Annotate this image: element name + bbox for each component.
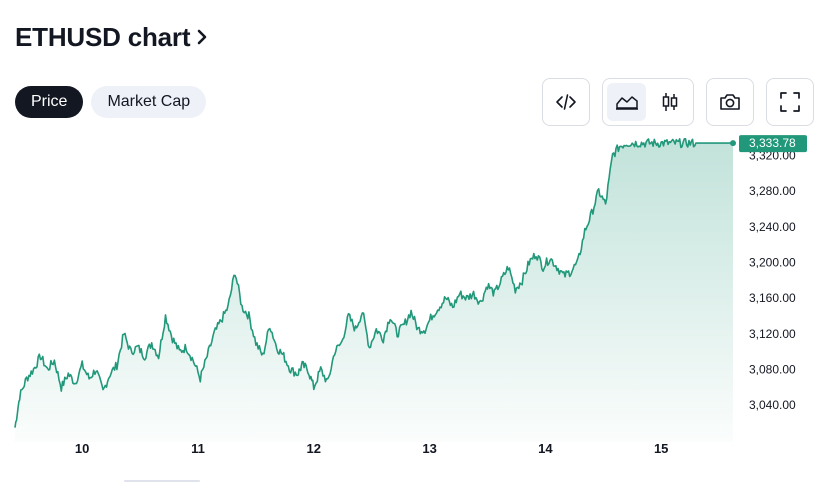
tab-market-cap[interactable]: Market Cap — [91, 86, 207, 118]
time-range-scroll-hint[interactable] — [124, 480, 200, 482]
snapshot-button[interactable] — [706, 78, 754, 126]
line-chart-button[interactable] — [607, 83, 646, 121]
fullscreen-icon — [780, 92, 800, 112]
chevron-right-icon — [197, 29, 207, 45]
y-tick-label: 3,200.00 — [749, 255, 796, 269]
y-tick-label: 3,120.00 — [749, 327, 796, 341]
fullscreen-button[interactable] — [766, 78, 814, 126]
page-title: ETHUSD chart — [15, 21, 191, 52]
y-tick-label: 3,080.00 — [749, 363, 796, 377]
last-price-label: 3,333.78 — [749, 136, 796, 150]
candlestick-chart-button[interactable] — [650, 83, 689, 121]
price-area-fill — [15, 138, 733, 443]
price-chart[interactable]: 3,040.00 3,080.00 3,120.00 3,160.00 3,200.00… — [0, 130, 828, 460]
x-tick-label: 13 — [422, 441, 436, 456]
y-tick-label: 3,040.00 — [749, 398, 796, 412]
y-tick-label: 3,280.00 — [749, 184, 796, 198]
chart-style-toggle — [602, 78, 694, 126]
tab-price[interactable]: Price — [15, 86, 84, 118]
chart-title-link[interactable]: ETHUSD chart — [15, 20, 208, 54]
y-tick-label: 3,160.00 — [749, 291, 796, 305]
last-price-dot — [730, 140, 736, 147]
y-axis: 3,040.00 3,080.00 3,120.00 3,160.00 3,200.00… — [749, 148, 796, 412]
area-chart-icon — [615, 96, 638, 110]
y-tick-label: 3,240.00 — [749, 220, 796, 234]
x-tick-label: 15 — [654, 441, 668, 456]
x-tick-label: 11 — [191, 441, 205, 456]
plot-area — [14, 138, 736, 443]
x-tick-label: 12 — [307, 441, 321, 456]
camera-icon — [720, 94, 740, 110]
code-icon — [556, 94, 576, 110]
chart-type-tabs: Price Market Cap — [15, 86, 207, 118]
price-line — [14, 138, 733, 428]
x-axis: 10 11 12 13 14 15 — [75, 441, 669, 456]
x-tick-label: 10 — [75, 441, 89, 456]
x-tick-label: 14 — [538, 441, 553, 456]
last-price-badge: 3,333.78 — [739, 135, 807, 153]
embed-button[interactable] — [542, 78, 590, 126]
candlestick-icon — [662, 93, 677, 111]
